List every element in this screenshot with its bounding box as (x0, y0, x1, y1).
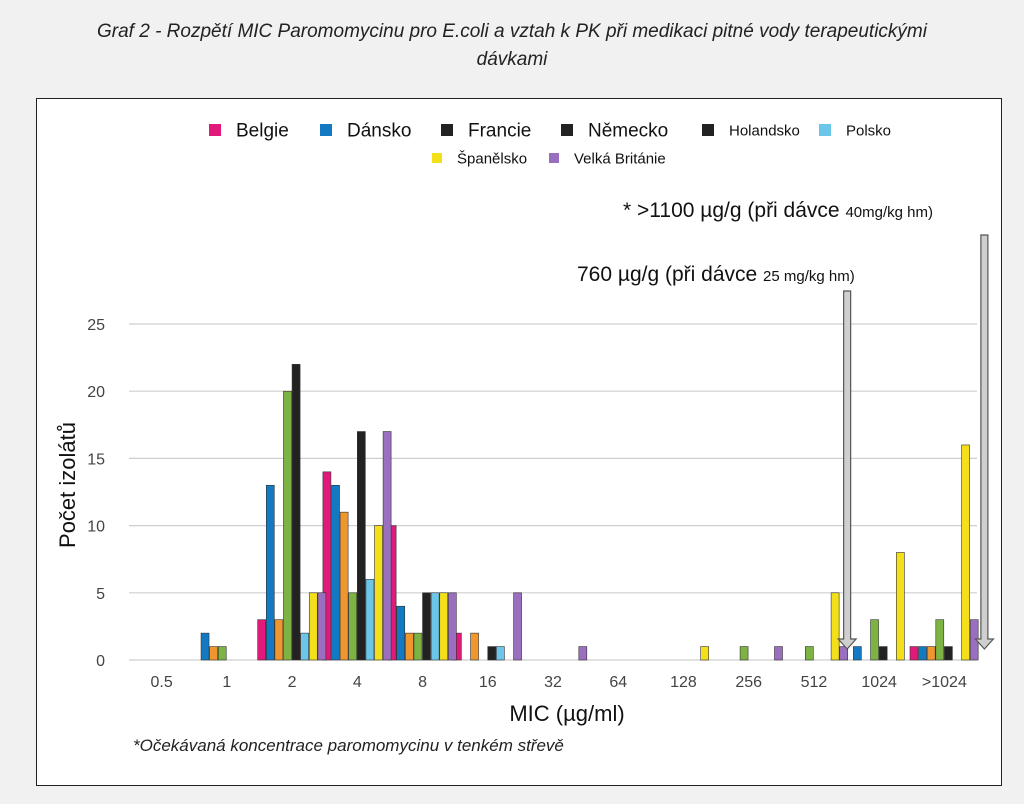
y-tick-label: 15 (87, 451, 105, 468)
bar (357, 431, 366, 661)
legend-swatch (819, 124, 831, 136)
bar-chart: 0 5 10 15 20 25 0.5 1 2 4 8 16 32 64 128 256 512 1024 >102… (55, 121, 995, 726)
legend-swatch (702, 124, 714, 136)
legend-label: Velká Británie (574, 150, 666, 167)
bar (739, 646, 749, 661)
bar (448, 592, 457, 661)
legend-swatch (209, 124, 221, 136)
bar (200, 632, 210, 661)
bar (257, 619, 266, 661)
bar (382, 431, 392, 661)
bar (496, 646, 505, 661)
bar (331, 484, 340, 661)
annotation-arrow (974, 234, 995, 650)
bar (830, 592, 840, 661)
legend-swatch (549, 153, 559, 163)
y-tick-label: 5 (96, 586, 105, 603)
bar (291, 364, 301, 661)
legend-swatch (320, 124, 332, 136)
bar (396, 605, 406, 661)
bar (878, 646, 888, 661)
bar (405, 632, 414, 661)
legend-label: Španělsko (457, 150, 527, 167)
x-tick-label: 128 (670, 674, 697, 691)
bar (774, 646, 783, 661)
x-tick-label: 1024 (861, 674, 897, 691)
bar (896, 552, 905, 661)
x-tick-label: 512 (801, 674, 828, 691)
chart-frame: 0 5 10 15 20 25 0.5 1 2 4 8 16 32 64 128 256 512 1024 >102… (36, 98, 1002, 786)
bar (265, 484, 275, 661)
chart-title: Graf 2 - Rozpětí MIC Paromomycinu pro E.… (40, 18, 984, 74)
annotation-text: 760 µg/g (při dávce 25 mg/kg hm) (577, 263, 855, 286)
bar (961, 444, 970, 661)
bar (918, 646, 927, 661)
x-tick-label: 16 (479, 674, 497, 691)
bar (926, 646, 936, 661)
bar (700, 646, 709, 661)
footnote: *Očekávaná koncentrace paromomycinu v te… (133, 736, 564, 755)
chart-title-line-1: Graf 2 - Rozpětí MIC Paromomycinu pro E.… (97, 21, 927, 42)
bar (513, 592, 522, 661)
x-tick-label: 8 (418, 674, 427, 691)
y-tick-label: 25 (87, 317, 105, 334)
x-tick-label: 4 (353, 674, 362, 691)
y-tick-label: 10 (87, 519, 105, 536)
bar (439, 592, 449, 661)
bar (487, 646, 497, 661)
y-axis-title: Počet izolátů (55, 422, 80, 548)
annotation-main: 760 µg/g (při dávce (577, 263, 763, 286)
x-tick-label: 1 (222, 674, 231, 691)
legend-label: Polsko (846, 122, 891, 139)
x-tick-label: 2 (288, 674, 297, 691)
bar (870, 619, 879, 661)
x-tick-label: 32 (544, 674, 562, 691)
legend-label: Německo (588, 121, 668, 142)
bar (374, 525, 383, 661)
bar (430, 592, 440, 661)
legend-swatch (561, 124, 573, 136)
bar (274, 619, 284, 661)
bar (348, 592, 358, 661)
chart-title-line-2: dávkami (476, 49, 548, 70)
bar (805, 646, 814, 661)
legend-label: Holandsko (729, 122, 800, 139)
legend-label: Dánsko (347, 121, 411, 142)
bar (944, 646, 953, 661)
bar (470, 632, 479, 661)
annotation-main: * >1100 µg/g (při dávce (623, 199, 845, 222)
x-tick-label: >1024 (922, 674, 967, 691)
legend-label: Francie (468, 121, 531, 142)
bar (909, 646, 919, 661)
bar (365, 579, 375, 661)
annotation-text: * >1100 µg/g (při dávce 40mg/kg hm) (623, 199, 933, 222)
bar (413, 632, 423, 661)
y-tick-label: 0 (96, 653, 105, 670)
bar (283, 390, 292, 661)
bar (322, 471, 332, 661)
x-tick-label: 256 (735, 674, 762, 691)
bar (339, 511, 349, 661)
annotation-dose: 40mg/kg hm) (845, 204, 933, 221)
bar (935, 619, 945, 661)
legend-label: Belgie (236, 121, 289, 142)
bar (839, 646, 849, 661)
bar (217, 646, 227, 661)
x-tick-label: 64 (609, 674, 627, 691)
bar (209, 646, 218, 661)
bar (422, 592, 431, 661)
annotation-dose: 25 mg/kg hm) (763, 268, 855, 285)
annotation-arrow (836, 290, 858, 650)
legend-swatch (432, 153, 442, 163)
y-tick-label: 20 (87, 384, 105, 401)
legend-swatch (441, 124, 453, 136)
x-axis-title: MIC (µg/ml) (509, 701, 624, 726)
bar (308, 592, 318, 661)
bar (578, 646, 588, 661)
bar (317, 592, 327, 661)
bar (300, 632, 309, 661)
x-tick-label: 0.5 (150, 674, 172, 691)
bar (853, 646, 862, 661)
